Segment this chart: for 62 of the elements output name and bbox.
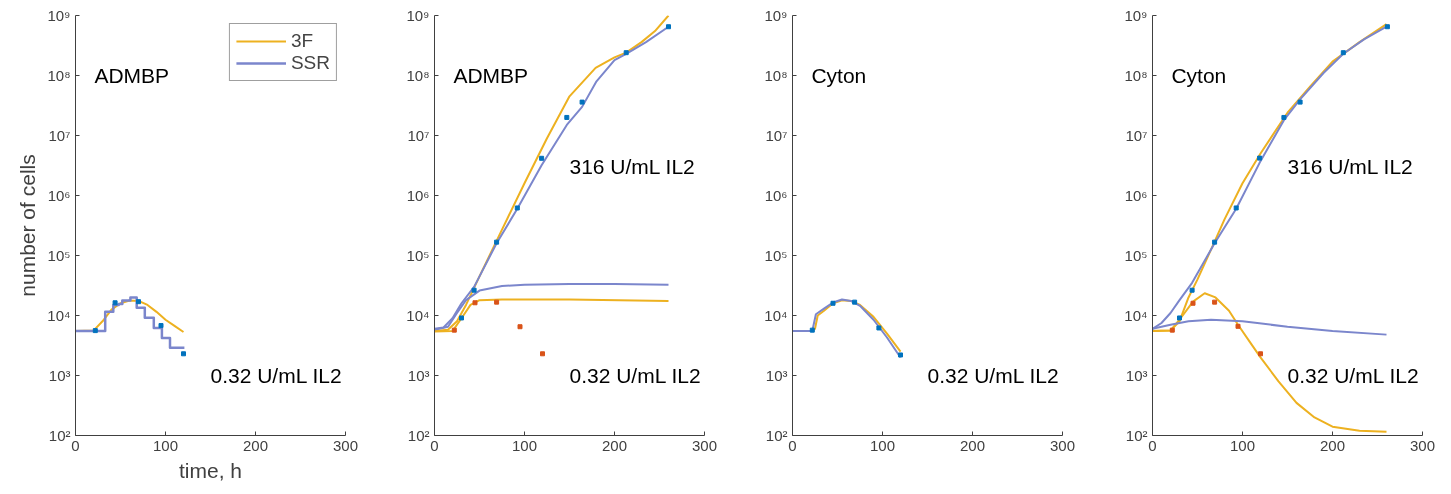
y-tick-label: 10⁹ <box>406 7 430 24</box>
annotation: 316 U/mL IL2 <box>569 155 695 179</box>
annotation: 0.32 U/mL IL2 <box>927 364 1059 387</box>
x-tick-label: 100 <box>1229 436 1256 454</box>
y-tick-label: 10⁹ <box>47 7 71 24</box>
annotation: ADMBP <box>94 64 170 87</box>
x-tick-label: 0 <box>430 436 439 454</box>
y-tick-label: 10⁷ <box>48 127 71 144</box>
y-tick-label: 10⁷ <box>407 127 430 144</box>
y-tick-label: 10⁸ <box>764 67 788 84</box>
y-tick-label: 10² <box>48 427 71 444</box>
y-tick-label: 10³ <box>407 367 430 384</box>
x-tick-label: 200 <box>1319 436 1346 454</box>
x-tick-label: 300 <box>691 436 718 454</box>
x-tick-label: 200 <box>242 436 269 454</box>
x-tick-label: 0 <box>788 436 797 454</box>
y-tick-label: 10⁶ <box>764 187 788 204</box>
y-tick-label: 10⁶ <box>406 187 430 204</box>
x-tick-label: 200 <box>959 436 986 454</box>
x-tick-label: 300 <box>332 436 359 454</box>
legend-label: 3F <box>290 30 314 52</box>
y-axis-title: number of cells <box>16 154 40 297</box>
y-tick-label: 10⁹ <box>764 7 788 24</box>
y-tick-label: 10³ <box>765 367 788 384</box>
annotation: 0.32 U/mL IL2 <box>569 364 701 387</box>
annotation: 0.32 U/mL IL2 <box>210 364 342 387</box>
annotation: 316 U/mL IL2 <box>1287 155 1413 179</box>
annotation: ADMBP <box>453 64 529 87</box>
y-tick-label: 10³ <box>1125 367 1148 384</box>
x-tick-label: 0 <box>71 436 80 454</box>
x-tick-label: 100 <box>869 436 896 454</box>
x-tick-label: 200 <box>601 436 628 454</box>
y-tick-label: 10⁸ <box>406 67 430 84</box>
y-tick-label: 10⁷ <box>765 127 788 144</box>
y-tick-label: 10⁴ <box>47 307 71 324</box>
annotation: Cyton <box>811 64 867 87</box>
y-tick-label: 10⁵ <box>764 247 788 264</box>
annotation: Cyton <box>1171 64 1227 87</box>
y-tick-label: 10⁵ <box>406 247 430 264</box>
x-axis-title: time, h <box>178 458 243 482</box>
y-tick-label: 10² <box>1125 427 1148 444</box>
annotation: 0.32 U/mL IL2 <box>1287 364 1419 387</box>
x-tick-label: 100 <box>511 436 538 454</box>
y-tick-label: 10⁸ <box>1124 67 1148 84</box>
y-tick-label: 10⁷ <box>1125 127 1148 144</box>
y-tick-label: 10⁴ <box>406 307 430 324</box>
x-tick-label: 0 <box>1148 436 1157 454</box>
y-tick-label: 10⁵ <box>47 247 71 264</box>
y-tick-label: 10⁴ <box>764 307 788 324</box>
y-tick-label: 10⁴ <box>1124 307 1148 324</box>
y-tick-label: 10² <box>765 427 788 444</box>
x-tick-label: 300 <box>1049 436 1076 454</box>
y-tick-label: 10⁶ <box>1124 187 1148 204</box>
y-tick-label: 10³ <box>48 367 71 384</box>
y-tick-label: 10⁶ <box>47 187 71 204</box>
legend-label: SSR <box>290 52 330 74</box>
y-tick-label: 10² <box>407 427 430 444</box>
y-tick-label: 10⁵ <box>1124 247 1148 264</box>
y-tick-label: 10⁹ <box>1124 7 1148 24</box>
x-tick-label: 100 <box>152 436 179 454</box>
y-tick-label: 10⁸ <box>47 67 71 84</box>
x-tick-label: 300 <box>1409 436 1436 454</box>
